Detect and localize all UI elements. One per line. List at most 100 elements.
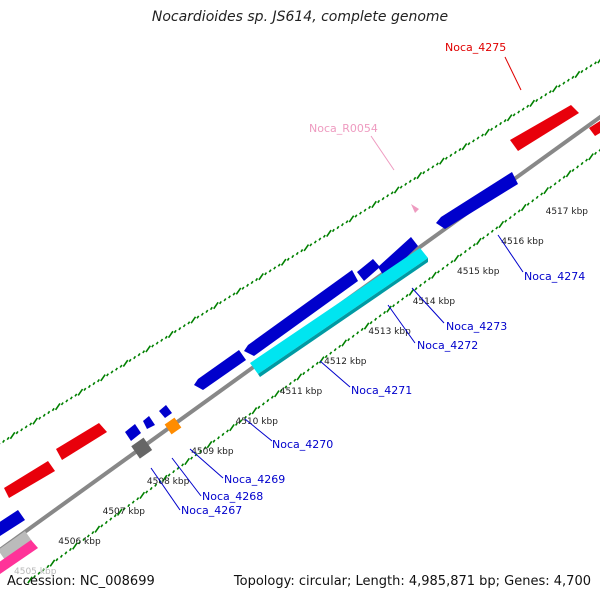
inner-tick <box>386 305 392 313</box>
inner-tick <box>526 202 530 206</box>
gene-forward-a[interactable] <box>56 423 107 460</box>
outer-tick <box>187 321 191 325</box>
outer-tick <box>87 384 91 389</box>
outer-tick-row <box>0 58 600 445</box>
inner-tick <box>341 339 348 347</box>
label-noca-r0054[interactable]: Noca_R0054 <box>309 122 378 135</box>
inner-tick <box>100 524 104 528</box>
outer-tick <box>390 191 394 195</box>
outer-tick <box>42 413 46 417</box>
outer-tick <box>435 162 439 166</box>
inner-tick <box>558 178 562 183</box>
gene-pink[interactable] <box>0 540 38 574</box>
outer-tick <box>209 306 213 311</box>
map-title: Nocardioides sp. JS614, complete genome <box>151 9 449 25</box>
outer-tick <box>38 416 42 420</box>
inner-tick <box>311 365 315 369</box>
outer-tick <box>371 200 377 209</box>
outer-tick <box>476 136 480 140</box>
kbp-label: 4510 kbp <box>236 417 279 427</box>
outer-tick <box>300 249 304 253</box>
label-noca-4275[interactable]: Noca_4275 <box>445 41 506 54</box>
gene-noca-4274[interactable] <box>436 172 518 229</box>
outer-tick <box>313 240 317 244</box>
gene-noca-4267[interactable] <box>159 405 172 418</box>
inner-tick <box>468 246 472 250</box>
inner-tick <box>378 314 382 318</box>
inner-tick <box>217 436 220 440</box>
gene-noca-4271[interactable] <box>250 248 428 374</box>
gene-noca-4269[interactable] <box>125 424 141 441</box>
kbp-label: 4512 kbp <box>324 357 367 367</box>
gene-noca-4268[interactable] <box>143 416 155 429</box>
gene-noca-4272-a[interactable] <box>357 259 380 281</box>
gene-gray-light[interactable] <box>0 531 32 560</box>
outer-tick <box>331 228 335 233</box>
inner-tick <box>251 407 258 415</box>
inner-tick <box>212 439 216 443</box>
outer-tick <box>218 301 222 305</box>
label-noca-4269[interactable]: Noca_4269 <box>224 473 285 486</box>
inner-tick <box>408 288 415 296</box>
outer-tick <box>551 85 558 93</box>
outer-tick <box>535 98 539 103</box>
label-noca-4270[interactable]: Noca_4270 <box>272 438 333 451</box>
inner-tick <box>504 219 508 223</box>
outer-tick <box>291 254 295 259</box>
outer-tick <box>408 179 412 183</box>
inner-tick <box>571 168 575 172</box>
label-noca-4267[interactable]: Noca_4267 <box>181 504 242 517</box>
inner-tick <box>490 229 494 233</box>
outer-tick <box>431 165 435 169</box>
inner-tick <box>401 297 405 301</box>
outer-tick <box>544 93 548 97</box>
label-noca-4271[interactable]: Noca_4271 <box>351 384 412 397</box>
gene-noca-r0054[interactable] <box>411 204 419 213</box>
outer-tick <box>413 176 417 181</box>
gene-noca-4275[interactable] <box>510 105 579 151</box>
inner-tick <box>288 381 292 386</box>
outer-tick <box>65 399 69 403</box>
outer-tick <box>105 373 109 377</box>
outer-tick <box>521 107 525 111</box>
outer-tick <box>15 431 19 435</box>
gene-noca-4273[interactable] <box>378 237 418 278</box>
kbp-label: 4511 kbp <box>280 387 323 397</box>
callout-line-noca-4269 <box>189 448 224 479</box>
inner-tick <box>598 148 600 152</box>
inner-tick <box>49 559 56 567</box>
genome-summary-text: Topology: circular; Length: 4,985,871 bp… <box>233 574 591 589</box>
gene-forward-b[interactable] <box>4 461 55 498</box>
gene-noca-4271-rev[interactable] <box>194 350 246 390</box>
outer-tick <box>182 324 186 328</box>
label-noca-4268[interactable]: Noca_4268 <box>202 490 263 503</box>
outer-tick <box>235 287 242 295</box>
label-noca-4274[interactable]: Noca_4274 <box>524 270 585 283</box>
outer-tick <box>47 410 51 415</box>
label-noca-4273[interactable]: Noca_4273 <box>446 320 507 333</box>
gene-labels: Noca_4275 Noca_R0054 Noca_4274 Noca_4273… <box>181 41 585 517</box>
kbp-label: 4515 kbp <box>457 267 500 277</box>
inner-tick <box>279 388 283 393</box>
inner-tick <box>302 371 306 376</box>
gene-orange[interactable] <box>164 417 182 435</box>
kbp-label: 4506 kbp <box>58 537 101 547</box>
gene-gray[interactable] <box>131 437 153 459</box>
inner-tick <box>184 457 190 466</box>
gene-reverse-edge[interactable] <box>0 510 25 536</box>
outer-tick <box>309 243 313 247</box>
gene-forward-c[interactable] <box>589 121 600 136</box>
inner-tick <box>172 470 176 474</box>
outer-tick <box>589 64 593 68</box>
outer-tick <box>160 338 164 342</box>
inner-tick <box>145 490 149 494</box>
outer-tick <box>303 244 310 252</box>
kbp-label: 4509 kbp <box>191 447 234 457</box>
outer-tick <box>164 335 168 339</box>
outer-tick <box>359 211 363 215</box>
outer-tick <box>453 150 457 155</box>
outer-tick <box>190 316 197 324</box>
gene-noca-4272[interactable] <box>244 270 358 356</box>
label-noca-4272[interactable]: Noca_4272 <box>417 339 478 352</box>
